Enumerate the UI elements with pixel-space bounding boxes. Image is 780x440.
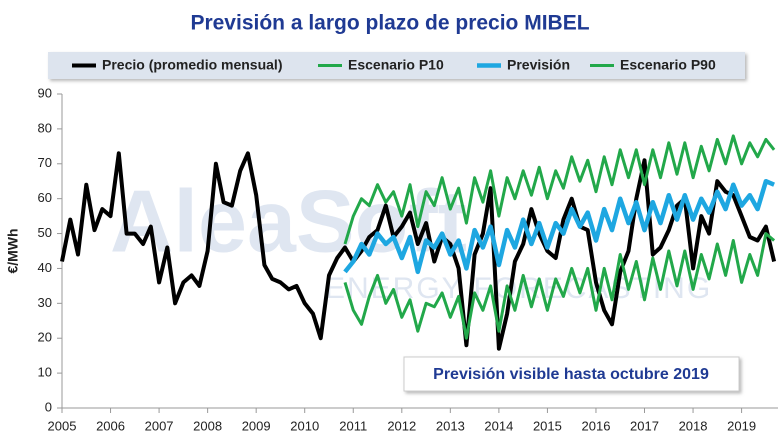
x-tick-label: 2018 [679, 418, 708, 433]
x-tick-label: 2006 [96, 418, 125, 433]
legend-label: Precio (promedio mensual) [102, 57, 282, 73]
series-line [343, 232, 776, 340]
annotation-box [403, 356, 740, 392]
y-tick-label: 20 [38, 330, 52, 345]
x-tick-label: 2015 [533, 418, 562, 433]
x-tick-label: 2009 [242, 418, 271, 433]
x-tick-label: 2005 [48, 418, 77, 433]
y-tick-label: 10 [38, 365, 52, 380]
legend-box [48, 52, 745, 79]
y-tick-label: 30 [38, 295, 52, 310]
legend-label: Previsión [507, 57, 570, 73]
y-tick-label: 50 [38, 225, 52, 240]
annotation: Previsión visible hasta octubre 2019 [433, 366, 709, 383]
y-axis-label: €/MWh [5, 228, 21, 273]
x-tick-label: 2012 [387, 418, 416, 433]
x-tick-label: 2016 [582, 418, 611, 433]
x-tick-label: 2008 [193, 418, 222, 433]
x-tick-label: 2007 [145, 418, 174, 433]
x-tick-label: 2014 [484, 418, 513, 433]
x-tick-label: 2017 [630, 418, 659, 433]
y-tick-label: 90 [38, 85, 52, 100]
series-line [343, 134, 776, 245]
x-tick-label: 2010 [290, 418, 319, 433]
legend: Precio (promedio mensual) Escenario P10 Pr… [72, 57, 716, 73]
y-tick-label: 60 [38, 190, 52, 205]
series-line [60, 151, 777, 351]
x-tick-label: 2019 [727, 418, 756, 433]
chart-title: Previsión a largo plazo de precio MIBEL [190, 12, 589, 35]
y-tick-label: 70 [38, 155, 52, 170]
legend-label: Escenario P90 [620, 57, 716, 73]
y-tick-label: 80 [38, 120, 52, 135]
x-tick-label: 2013 [436, 418, 465, 433]
x-tick-label: 2011 [339, 418, 367, 433]
legend-label: Escenario P10 [348, 57, 444, 73]
y-tick-label: 0 [45, 399, 52, 414]
series-line [343, 178, 775, 275]
y-tick-label: 40 [38, 260, 52, 275]
